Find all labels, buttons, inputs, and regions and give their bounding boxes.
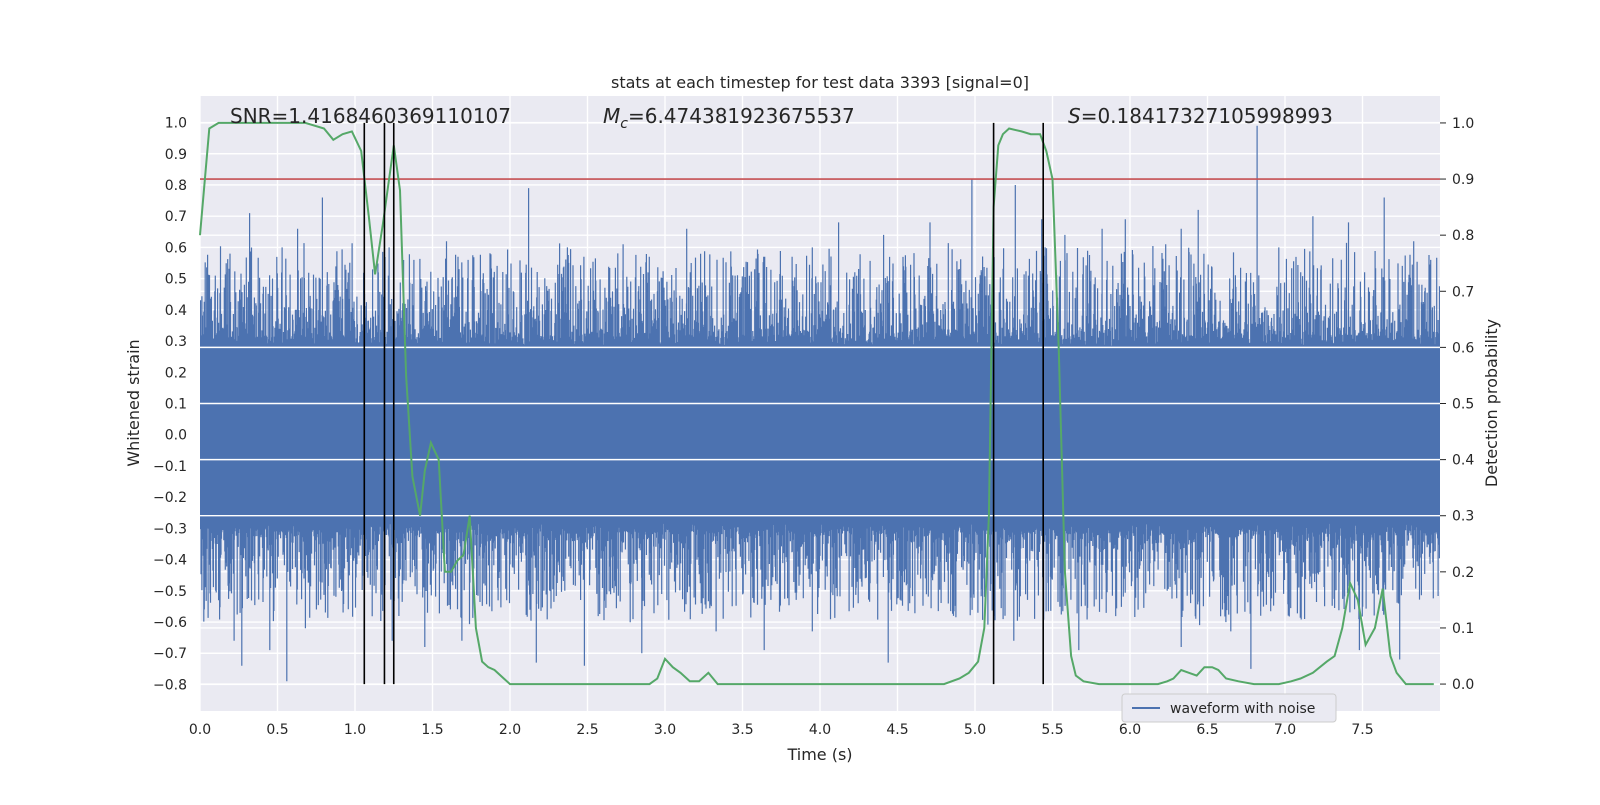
y-left-tick-label: 0.3 (165, 334, 187, 350)
x-tick-label: 0.0 (189, 722, 211, 738)
y-right-tick-label: 0.2 (1452, 565, 1474, 581)
y-right-axis-label: Detection probability (1482, 319, 1501, 487)
x-tick-label: 2.5 (576, 722, 598, 738)
y-left-axis-label: Whitened strain (124, 339, 143, 466)
chirp-mass-value: =6.474381923675537 (628, 104, 855, 128)
x-tick-label: 6.5 (1196, 722, 1218, 738)
y-left-tick-label: −0.7 (153, 646, 187, 662)
x-axis-label: Time (s) (786, 745, 852, 764)
x-tick-label: 6.0 (1119, 722, 1141, 738)
legend-label-waveform: waveform with noise (1170, 701, 1315, 717)
event-lines (363, 122, 1044, 685)
y-right-tick-label: 0.3 (1452, 509, 1474, 525)
y-left-tick-label: 0.7 (165, 209, 187, 225)
y-left-tick-labels: −0.8 −0.7 −0.6 −0.5 −0.4 −0.3 −0.2 −0.1 0.0 0.1 0.… (153, 116, 187, 694)
probability-series (199, 121, 1440, 686)
x-tick-label: 3.5 (731, 722, 753, 738)
x-tick-label: 1.0 (344, 722, 366, 738)
y-right-tick-label: 0.1 (1452, 621, 1474, 637)
y-left-tick-label: 0.8 (165, 178, 187, 194)
y-left-tick-label: 0.9 (165, 147, 187, 163)
s-annotation: S=0.18417327105998993 (1068, 104, 1333, 128)
y-left-tick-label: −0.4 (153, 553, 187, 569)
y-left-tick-label: 0.5 (165, 272, 187, 288)
y-right-tick-label: 0.5 (1452, 397, 1474, 413)
y-right-tick-label: 0.0 (1452, 677, 1474, 693)
y-left-tick-label: −0.3 (153, 521, 187, 537)
y-left-tick-label: 0.1 (165, 397, 187, 413)
y-left-tick-label: −0.5 (153, 584, 187, 600)
x-tick-label: 4.0 (809, 722, 831, 738)
x-tick-label: 7.0 (1274, 722, 1296, 738)
y-right-tick-label: 0.7 (1452, 284, 1474, 300)
chirp-mass-symbol: M (603, 104, 620, 128)
chart-title: stats at each timestep for test data 339… (611, 73, 1029, 92)
y-right-tick-label: 0.8 (1452, 228, 1474, 244)
y-left-tick-label: −0.8 (153, 677, 187, 693)
x-tick-label: 5.0 (964, 722, 986, 738)
y-right-tick-label: 0.9 (1452, 172, 1474, 188)
x-tick-label: 4.5 (886, 722, 908, 738)
y-right-tick-labels: 0.0 0.1 0.2 0.3 0.4 0.5 0.6 0.7 0.8 0.9 1.0 (1440, 116, 1474, 693)
y-right-tick-label: 1.0 (1452, 116, 1474, 132)
s-symbol: S (1068, 104, 1081, 128)
x-tick-label: 0.5 (266, 722, 288, 738)
snr-annotation: SNR=1.4168460369110107 (230, 104, 511, 128)
x-tick-label: 3.0 (654, 722, 676, 738)
x-tick-label: 1.5 (421, 722, 443, 738)
chirp-mass-annotation: Mc=6.474381923675537 (603, 104, 855, 132)
detection-probability-line (199, 121, 1434, 686)
legend: waveform with noise (1121, 693, 1337, 723)
y-left-tick-label: 0.4 (165, 303, 187, 319)
y-left-tick-label: −0.2 (153, 490, 187, 506)
x-tick-label: 5.5 (1041, 722, 1063, 738)
y-left-tick-label: 0.2 (165, 365, 187, 381)
x-tick-label: 2.0 (499, 722, 521, 738)
y-left-tick-label: −0.1 (153, 459, 187, 475)
legend-box (1121, 693, 1337, 723)
chirp-mass-subscript: c (620, 116, 628, 132)
y-right-tick-label: 0.6 (1452, 340, 1474, 356)
y-right-tick-label: 0.4 (1452, 453, 1474, 469)
y-left-tick-label: 0.6 (165, 240, 187, 256)
strain-noise-band (200, 347, 1440, 523)
s-value: =0.18417327105998993 (1081, 104, 1333, 128)
y-left-tick-label: −0.6 (153, 615, 187, 631)
x-tick-labels: 0.0 0.5 1.0 1.5 2.0 2.5 3.0 3.5 4.0 4.5 5.0 5.5 6.0 6… (189, 722, 1374, 738)
x-tick-label: 7.5 (1351, 722, 1373, 738)
y-left-tick-label: 0.0 (165, 428, 187, 444)
y-left-tick-label: 1.0 (165, 116, 187, 132)
